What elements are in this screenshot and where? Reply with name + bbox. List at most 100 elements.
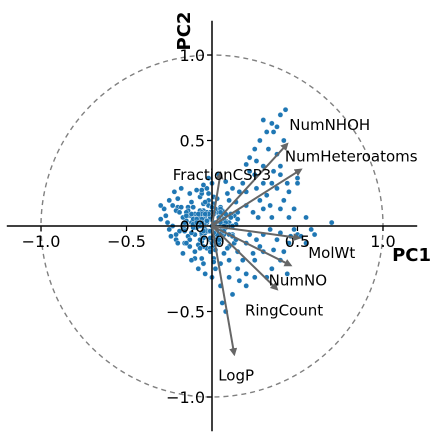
scatter-point bbox=[164, 219, 171, 226]
scatter-point bbox=[308, 226, 314, 233]
scatter-point bbox=[181, 219, 188, 226]
loading-label: NumHeteroatoms bbox=[285, 148, 418, 166]
scatter-point bbox=[178, 204, 185, 210]
scatter-point bbox=[303, 214, 309, 221]
scatter-point bbox=[281, 248, 287, 255]
loading-arrow bbox=[211, 168, 303, 227]
scatter-point bbox=[246, 168, 253, 175]
y-tick-label: 1.0 bbox=[180, 46, 205, 65]
scatter-point bbox=[277, 163, 284, 169]
loading-label: NumNO bbox=[269, 271, 327, 289]
scatter-point bbox=[277, 171, 284, 178]
scatter-point bbox=[166, 197, 173, 204]
x-tick-label: 1.0 bbox=[370, 232, 395, 251]
scatter-point bbox=[188, 211, 195, 217]
scatter-point bbox=[251, 274, 258, 281]
loading-arrow bbox=[211, 225, 279, 291]
scatter-point bbox=[281, 197, 287, 204]
scatter-point bbox=[212, 265, 219, 272]
scatter-point bbox=[303, 240, 309, 246]
loading-label: LogP bbox=[218, 366, 254, 384]
scatter-point bbox=[183, 212, 190, 219]
scatter-point bbox=[183, 240, 190, 246]
scatter-point bbox=[186, 243, 193, 250]
scatter-point bbox=[174, 240, 181, 246]
scatter-point bbox=[243, 271, 249, 277]
scatter-point bbox=[274, 124, 280, 130]
scatter-point bbox=[168, 233, 174, 240]
scatter-point bbox=[250, 250, 256, 257]
scatter-point bbox=[284, 180, 291, 187]
scatter-point bbox=[202, 199, 208, 205]
scatter-point bbox=[263, 129, 270, 135]
scatter-point bbox=[176, 209, 183, 216]
scatter-point bbox=[270, 247, 277, 253]
y-tick-label: −1.0 bbox=[166, 388, 205, 407]
scatter-point bbox=[260, 117, 267, 123]
scatter-point bbox=[181, 228, 188, 234]
scatter-point bbox=[282, 106, 289, 113]
scatter-point bbox=[286, 214, 292, 221]
scatter-point bbox=[200, 260, 207, 267]
scatter-point bbox=[186, 236, 193, 243]
loading-label: MolWt bbox=[308, 244, 355, 262]
scatter-point bbox=[224, 190, 231, 197]
scatter-point bbox=[311, 231, 318, 238]
scatter-point bbox=[188, 230, 195, 236]
loading-label: FractionCSP3 bbox=[173, 166, 271, 184]
scatter-point bbox=[216, 236, 222, 243]
scatter-point bbox=[202, 211, 208, 217]
scatter-point bbox=[198, 255, 205, 262]
scatter-point bbox=[277, 206, 284, 212]
scatter-point bbox=[193, 219, 200, 226]
y-tick-label: 0.5 bbox=[180, 132, 205, 151]
x-tick-label: 0.0 bbox=[199, 232, 224, 251]
scatter-point bbox=[161, 206, 167, 212]
scatter-point bbox=[274, 236, 280, 243]
y-tick-label: 0.0 bbox=[180, 217, 205, 236]
x-tick-label: −1.0 bbox=[22, 232, 61, 251]
scatter-point bbox=[270, 129, 277, 135]
scatter-point bbox=[251, 257, 258, 264]
scatter-point bbox=[243, 161, 249, 168]
scatter-point bbox=[246, 231, 253, 238]
y-axis-title: PC2 bbox=[174, 12, 195, 51]
loading-label: RingCount bbox=[245, 301, 323, 319]
x-tick-label: 0.5 bbox=[285, 232, 310, 251]
scatter-point bbox=[234, 265, 241, 272]
scatter-point bbox=[267, 202, 273, 209]
scatter-point bbox=[277, 112, 284, 118]
scatter-point bbox=[195, 211, 202, 217]
scatter-point bbox=[221, 250, 227, 257]
scatter-point bbox=[226, 257, 232, 264]
scatter-point bbox=[157, 202, 164, 209]
scatter-point bbox=[257, 197, 263, 204]
scatter-point bbox=[178, 185, 185, 192]
loading-label: NumNHOH bbox=[289, 116, 370, 134]
scatter-point bbox=[253, 185, 260, 192]
scatter-point bbox=[267, 226, 273, 233]
scatter-point bbox=[186, 190, 193, 197]
scatter-point bbox=[269, 120, 275, 127]
scatter-point bbox=[257, 137, 263, 144]
scatter-point bbox=[263, 192, 270, 199]
y-tick-label: −0.5 bbox=[166, 303, 205, 322]
scatter-point bbox=[253, 236, 260, 243]
scatter-point bbox=[217, 209, 224, 216]
loading-arrow bbox=[211, 142, 289, 227]
scatter-point bbox=[251, 146, 258, 152]
scatter-point bbox=[174, 195, 181, 202]
scatter-point bbox=[229, 185, 236, 192]
scatter-point bbox=[195, 265, 202, 272]
scatter-point bbox=[200, 182, 207, 188]
scatter-point bbox=[281, 137, 287, 144]
scatter-point bbox=[205, 175, 212, 181]
scatter-point bbox=[253, 158, 260, 164]
scatter-point bbox=[204, 185, 210, 192]
loading-arrow bbox=[211, 225, 293, 267]
loading-arrow bbox=[211, 171, 224, 227]
scatter-point bbox=[294, 175, 301, 181]
scatter-point bbox=[291, 226, 297, 233]
scatter-point bbox=[269, 265, 275, 272]
